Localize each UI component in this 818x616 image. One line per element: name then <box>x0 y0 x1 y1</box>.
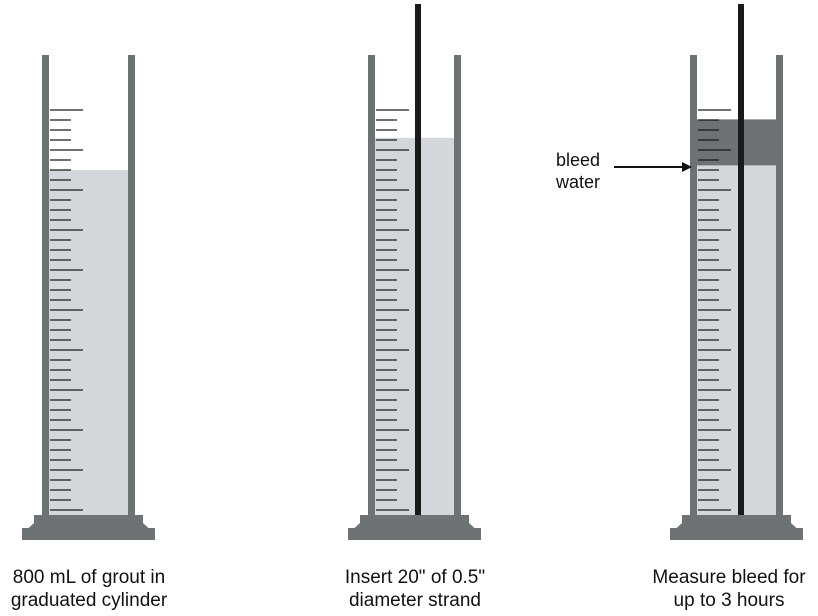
step-2-caption-line1: Insert 20" of 0.5" <box>344 567 486 588</box>
step-1-caption-line2: graduated cylinder <box>10 590 168 611</box>
cylinder-wall-left-1 <box>42 55 49 515</box>
cylinder-wall-left-2 <box>368 55 375 515</box>
step-2-caption-line2: diameter strand <box>348 590 481 611</box>
step-3-caption-line2: up to 3 hours <box>673 590 785 611</box>
bleed-water-layer <box>697 119 776 166</box>
step-1-caption-line1: 800 mL of grout in <box>12 567 166 588</box>
step-3-caption: Measure bleed for up to 3 hours <box>609 566 818 612</box>
cylinder-base-3 <box>682 515 791 523</box>
cylinder-foot-plate-1 <box>22 528 155 540</box>
bleed-water-label-line1: bleed <box>556 150 601 170</box>
strand-3 <box>738 4 744 515</box>
step-3-caption-line1: Measure bleed for <box>652 567 806 588</box>
cylinder-wall-right-2 <box>454 55 461 515</box>
bleed-water-label-line2: water <box>556 172 601 192</box>
grout-fill-2 <box>375 137 454 516</box>
cylinder-base-2 <box>360 515 469 523</box>
cylinder-wall-right-1 <box>128 55 135 515</box>
cylinder-foot-plate-3 <box>670 528 803 540</box>
cylinder-base-1 <box>34 515 143 523</box>
cylinder-foot-plate-2 <box>348 528 481 540</box>
bleed-water-label: bleed water <box>556 149 600 193</box>
cylinder-wall-right-3 <box>776 55 783 515</box>
grout-fill-1 <box>49 170 128 515</box>
step-2-caption: Insert 20" of 0.5" diameter strand <box>295 566 535 612</box>
step-1-caption: 800 mL of grout in graduated cylinder <box>0 566 209 612</box>
cylinder-wall-left-3 <box>690 55 697 515</box>
strand-2 <box>415 4 421 515</box>
